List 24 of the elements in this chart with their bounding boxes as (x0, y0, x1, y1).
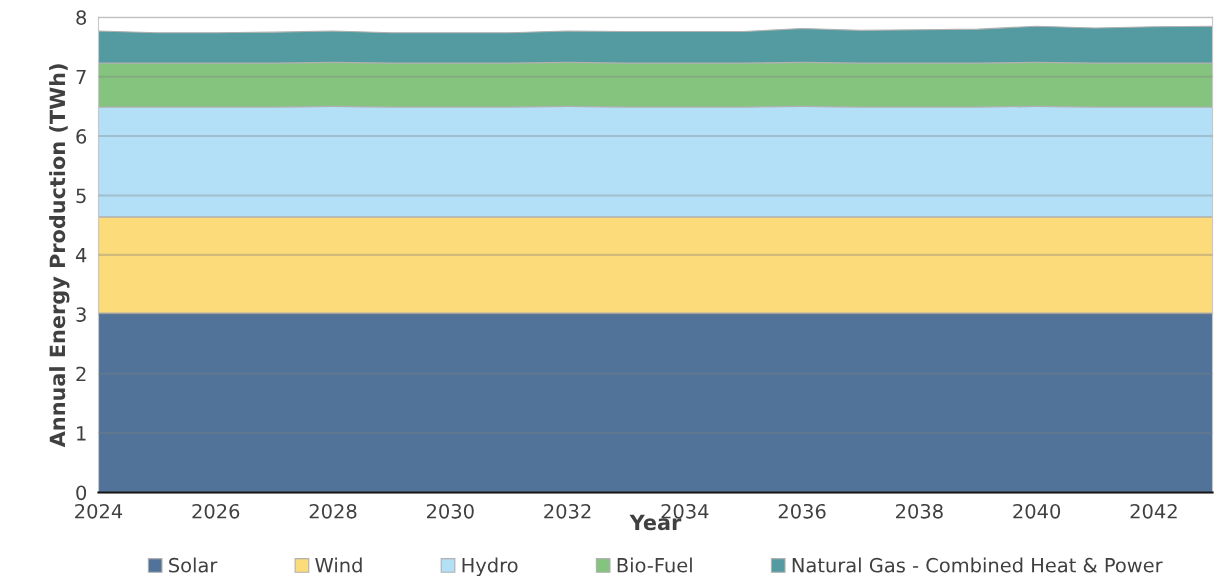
y-axis-title: Annual Energy Production (TWh) (49, 64, 70, 448)
y-tick-label: 7 (76, 69, 86, 85)
x-tick-label: 2042 (1130, 503, 1177, 519)
y-tick-label: 1 (77, 426, 86, 441)
y-tick-label: 2 (76, 366, 86, 382)
y-tick-label: 3 (76, 307, 86, 322)
y-tick-label: 4 (75, 248, 87, 263)
x-tick-label: 2026 (192, 503, 240, 519)
x-tick-label: 2036 (778, 503, 826, 519)
x-tick-label: 2040 (1013, 503, 1061, 519)
y-tick-label: 6 (76, 129, 87, 144)
y-tick-label: 8 (76, 10, 87, 25)
x-tick-label: 2028 (309, 503, 357, 519)
legend-label: Natural Gas - Combined Heat & Power (792, 557, 1163, 573)
y-tick-label: 0 (76, 485, 87, 501)
x-tick-label: 2030 (426, 503, 474, 519)
legend-label: Solar (169, 557, 218, 573)
legend-label: Hydro (462, 557, 518, 576)
x-tick-label: 2038 (896, 503, 943, 519)
x-tick-label: 2032 (544, 503, 591, 519)
legend-label: Bio-Fuel (617, 557, 692, 573)
y-tick-label: 5 (76, 188, 86, 204)
legend-label: Wind (315, 557, 362, 573)
x-tick-label: 2024 (75, 503, 123, 519)
